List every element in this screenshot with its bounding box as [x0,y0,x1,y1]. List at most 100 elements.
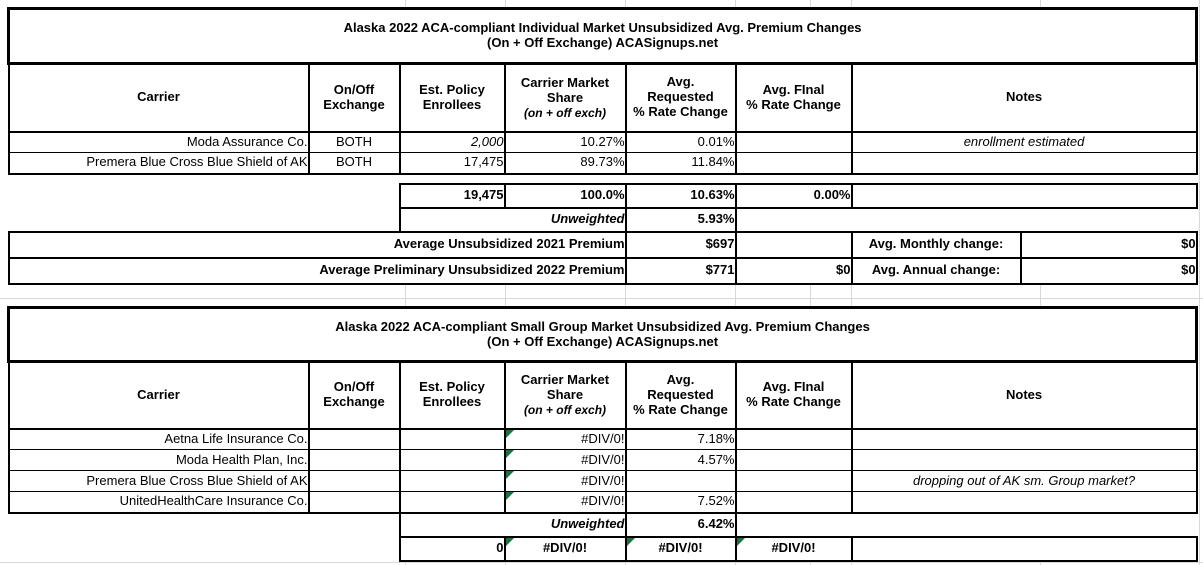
header-requested[interactable]: Avg. Requested % Rate Change [624,360,737,430]
summary-label[interactable]: Average Preliminary Unsubsidized 2022 Pr… [7,256,627,285]
cell-final[interactable] [734,470,853,492]
unweighted-label[interactable]: Unweighted [398,206,627,233]
total-notes-cell[interactable] [850,535,1198,562]
cell-notes[interactable] [850,427,1198,450]
totals-row: 0 #DIV/0! #DIV/0! #DIV/0! [8,535,1198,562]
cell-exchange[interactable]: BOTH [307,130,401,153]
unweighted-value[interactable]: 6.42% [624,511,737,538]
monthly-change-label[interactable]: Avg. Monthly change: [850,230,1022,259]
cell-enrollees[interactable] [398,427,506,450]
summary-final[interactable] [734,230,853,259]
annual-change-label[interactable]: Avg. Annual change: [850,256,1022,285]
header-final[interactable]: Avg. FInal % Rate Change [734,360,853,430]
cell-share[interactable]: #DIV/0! [503,470,627,492]
cell-enrollees[interactable]: 2,000 [398,130,506,153]
unweighted-row: Unweighted 5.93% [8,206,1197,233]
header-carrier[interactable]: Carrier [7,62,310,133]
header-notes[interactable]: Notes [850,360,1198,430]
empty-cell [8,512,309,537]
header-enrollees[interactable]: Est. Policy Enrollees [398,360,506,430]
cell-final[interactable] [734,130,853,153]
empty-cell [8,183,309,208]
spacer-row [8,173,1197,184]
cell-notes[interactable] [850,152,1198,175]
carrier-row: Moda Health Plan, Inc. #DIV/0! 4.57% [7,449,1198,471]
header-exchange[interactable]: On/Off Exchange [307,62,401,133]
cell-requested[interactable] [624,470,737,492]
summary-row: Average Unsubsidized 2021 Premium $697 A… [7,230,1198,259]
cell-notes[interactable]: enrollment estimated [850,130,1198,153]
summary-premium[interactable]: $697 [624,230,737,259]
cell-enrollees[interactable]: 17,475 [398,152,506,175]
cell-carrier[interactable]: Moda Health Plan, Inc. [7,449,310,471]
cell-notes[interactable]: dropping out of AK sm. Group market? [850,470,1198,492]
total-final[interactable]: 0.00% [734,182,853,209]
cell-final[interactable] [734,491,853,514]
cell-share[interactable]: 89.73% [503,152,627,175]
cell-exchange[interactable]: BOTH [307,152,401,175]
header-exchange[interactable]: On/Off Exchange [307,360,401,430]
cell-exchange[interactable] [307,470,401,492]
cell-notes[interactable] [850,449,1198,471]
cell-final[interactable] [734,152,853,175]
total-enrollees[interactable]: 19,475 [398,182,506,209]
cell-share[interactable]: #DIV/0! [503,427,627,450]
error-triangle-icon [506,471,514,479]
cell-requested[interactable]: 7.18% [624,427,737,450]
cell-share[interactable]: 10.27% [503,130,627,153]
header-market-share[interactable]: Carrier Market Share (on + off exch) [503,62,627,133]
cell-requested[interactable]: 7.52% [624,491,737,514]
total-final[interactable]: #DIV/0! [734,535,853,562]
total-share[interactable]: 100.0% [503,182,627,209]
header-carrier[interactable]: Carrier [7,360,310,430]
error-triangle-icon [506,430,514,438]
header-final[interactable]: Avg. FInal % Rate Change [734,62,853,133]
summary-premium[interactable]: $771 [624,256,737,285]
cell-notes[interactable] [850,491,1198,514]
cell-carrier[interactable]: Aetna Life Insurance Co. [7,427,310,450]
empty-cell [735,512,852,537]
cell-enrollees[interactable] [398,449,506,471]
header-notes[interactable]: Notes [850,62,1198,133]
header-market-share[interactable]: Carrier Market Share (on + off exch) [503,360,627,430]
total-notes-cell[interactable] [850,182,1198,209]
total-share[interactable]: #DIV/0! [503,535,627,562]
cell-carrier[interactable]: UnitedHealthCare Insurance Co. [7,491,310,514]
cell-carrier[interactable]: Premera Blue Cross Blue Shield of AK [7,152,310,175]
empty-cell [308,512,400,537]
summary-final[interactable]: $0 [734,256,853,285]
error-triangle-icon [506,538,514,546]
empty-cell [851,512,1197,537]
cell-share[interactable]: #DIV/0! [503,491,627,514]
cell-requested[interactable]: 0.01% [624,130,737,153]
cell-final[interactable] [734,449,853,471]
cell-enrollees[interactable] [398,491,506,514]
error-triangle-icon [627,538,635,546]
header-requested[interactable]: Avg. Requested % Rate Change [624,62,737,133]
total-requested[interactable]: 10.63% [624,182,737,209]
cell-exchange[interactable] [307,427,401,450]
cell-exchange[interactable] [307,449,401,471]
cell-share[interactable]: #DIV/0! [503,449,627,471]
header-enrollees[interactable]: Est. Policy Enrollees [398,62,506,133]
individual-table-title[interactable]: Alaska 2022 ACA-compliant Individual Mar… [6,7,1199,65]
small-group-table-title[interactable]: Alaska 2022 ACA-compliant Small Group Ma… [6,306,1199,363]
empty-cell [308,183,400,208]
cell-requested[interactable]: 11.84% [624,152,737,175]
cell-final[interactable] [734,427,853,450]
unweighted-label[interactable]: Unweighted [398,511,627,538]
cell-carrier[interactable]: Moda Assurance Co. [7,130,310,153]
total-enrollees[interactable]: 0 [398,535,506,562]
error-triangle-icon [737,538,745,546]
cell-requested[interactable]: 4.57% [624,449,737,471]
annual-change-value[interactable]: $0 [1019,256,1198,285]
error-triangle-icon [506,492,514,500]
empty-cell [308,207,400,232]
cell-enrollees[interactable] [398,470,506,492]
cell-carrier[interactable]: Premera Blue Cross Blue Shield of AK [7,470,310,492]
monthly-change-value[interactable]: $0 [1019,230,1198,259]
summary-label[interactable]: Average Unsubsidized 2021 Premium [7,230,627,259]
unweighted-value[interactable]: 5.93% [624,206,737,233]
total-requested[interactable]: #DIV/0! [624,535,737,562]
cell-exchange[interactable] [307,491,401,514]
